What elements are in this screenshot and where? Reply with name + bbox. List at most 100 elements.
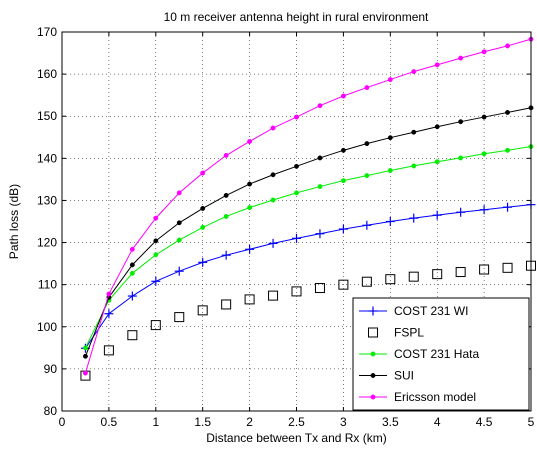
y-tick-label: 110 xyxy=(38,278,57,292)
x-tick-label: 5 xyxy=(528,415,535,429)
data-point-cost-231-hata xyxy=(434,159,440,165)
series-line-sui xyxy=(84,107,532,357)
x-axis: 0 0.5 1 1.5 2 2.5 3 3.5 4 4.5 5 xyxy=(59,32,535,429)
data-point-sui xyxy=(364,141,370,147)
data-point-fspl xyxy=(408,271,419,282)
data-point-cost-231-hata xyxy=(411,163,417,169)
data-point-ericsson-model xyxy=(200,170,206,176)
x-tick-label: 0.5 xyxy=(101,415,118,429)
data-point-sui xyxy=(387,135,393,141)
data-point-fspl xyxy=(455,267,466,278)
data-point-ericsson-model xyxy=(223,152,229,158)
series-line-cost-231-hata xyxy=(85,146,532,349)
chart-title: 10 m receiver antenna height in rural en… xyxy=(164,10,429,24)
data-point-cost-231-hata xyxy=(317,184,323,189)
data-point-ericsson-model xyxy=(481,49,487,55)
legend-marker xyxy=(370,394,376,400)
data-point-ericsson-model xyxy=(294,114,299,120)
data-point-cost-231-hata xyxy=(83,345,88,351)
data-point-sui xyxy=(270,172,276,178)
legend-entry-cost-231-hata: COST 231 Hata xyxy=(359,347,479,361)
legend-label: COST 231 Hata xyxy=(394,347,479,361)
x-tick-label: 1.5 xyxy=(194,415,211,429)
data-point-sui xyxy=(83,353,88,359)
data-point-cost-231-hata xyxy=(247,205,253,211)
data-point-ericsson-model xyxy=(411,69,417,75)
data-point-cost-231-hata xyxy=(458,155,464,161)
data-point-sui xyxy=(317,155,323,161)
data-point-fspl xyxy=(221,299,232,310)
data-point-cost-231-hata xyxy=(340,178,346,184)
data-point-cost-231-hata xyxy=(364,173,370,179)
data-point-fspl xyxy=(338,279,349,290)
data-point-fspl xyxy=(361,276,372,287)
data-point-sui xyxy=(411,129,417,135)
data-point-cost-231-hata xyxy=(294,190,299,196)
y-tick-label: 140 xyxy=(37,151,57,165)
series-line-ericsson-model xyxy=(84,38,532,374)
data-point-cost-231-hata xyxy=(505,147,510,153)
y-axis-label: Path loss (dB) xyxy=(7,184,21,259)
data-point-sui xyxy=(200,205,206,211)
legend-entry-sui: SUI xyxy=(359,369,414,383)
legend-box xyxy=(352,297,530,411)
y-tick-label: 170 xyxy=(37,25,57,39)
series-ericsson-model xyxy=(83,36,534,376)
plot-frame xyxy=(61,31,532,412)
y-tick-label: 100 xyxy=(37,320,57,334)
data-point-cost-231-hata xyxy=(223,213,229,219)
data-point-ericsson-model xyxy=(458,55,464,61)
x-axis-label: Distance between Tx and Rx (km) xyxy=(206,431,387,445)
data-point-ericsson-model xyxy=(387,77,393,83)
y-tick-label: 90 xyxy=(44,362,58,376)
data-point-sui xyxy=(176,220,182,226)
x-tick-label: 4 xyxy=(434,415,441,429)
data-point-ericsson-model xyxy=(176,190,182,196)
data-point-sui xyxy=(294,163,299,169)
data-point-cost-231-hata xyxy=(270,197,276,203)
y-tick-label: 130 xyxy=(37,193,57,207)
legend-entry-fspl: FSPL xyxy=(368,326,424,340)
data-point-cost-231-hata xyxy=(129,270,135,276)
legend-label: Ericsson model xyxy=(394,390,476,404)
data-point-fspl xyxy=(103,345,114,356)
data-point-ericsson-model xyxy=(317,103,323,109)
data-point-fspl xyxy=(432,269,443,280)
x-tick-label: 2.5 xyxy=(288,415,305,429)
legend-entry-ericsson-model: Ericsson model xyxy=(359,390,476,404)
y-tick-label: 150 xyxy=(37,109,57,123)
data-point-ericsson-model xyxy=(270,125,276,131)
data-point-sui xyxy=(247,181,253,187)
x-tick-label: 3.5 xyxy=(382,415,399,429)
x-tick-label: 4.5 xyxy=(476,415,493,429)
data-point-cost-231-hata xyxy=(176,237,182,243)
x-tick-label: 3 xyxy=(340,415,347,429)
data-point-fspl xyxy=(268,290,279,301)
data-point-ericsson-model xyxy=(364,85,370,91)
legend-label: COST 231 WI xyxy=(394,304,468,318)
data-point-sui xyxy=(153,238,159,244)
data-point-cost-231-hata xyxy=(481,151,487,157)
series-layer xyxy=(80,36,536,381)
data-point-sui xyxy=(129,262,135,268)
data-point-sui xyxy=(434,124,440,130)
data-point-fspl xyxy=(314,283,325,294)
data-point-fspl xyxy=(174,312,185,323)
legend-label: FSPL xyxy=(394,326,424,340)
data-point-fspl xyxy=(150,320,161,331)
data-point-sui xyxy=(458,119,464,125)
data-point-fspl xyxy=(244,294,255,305)
legend: COST 231 WI FSPL COST 231 Hata SUI Ericsson … xyxy=(352,297,530,411)
data-point-ericsson-model xyxy=(505,43,510,49)
data-point-fspl xyxy=(291,286,302,297)
y-tick-label: 80 xyxy=(44,404,58,418)
data-point-sui xyxy=(223,192,229,198)
data-point-sui xyxy=(340,147,346,153)
data-point-fspl xyxy=(502,262,513,273)
y-tick-label: 160 xyxy=(37,67,57,81)
data-point-ericsson-model xyxy=(129,246,135,252)
data-point-ericsson-model xyxy=(153,215,159,221)
data-point-ericsson-model xyxy=(247,139,253,144)
legend-entry-cost-231-wi: COST 231 WI xyxy=(359,304,468,318)
